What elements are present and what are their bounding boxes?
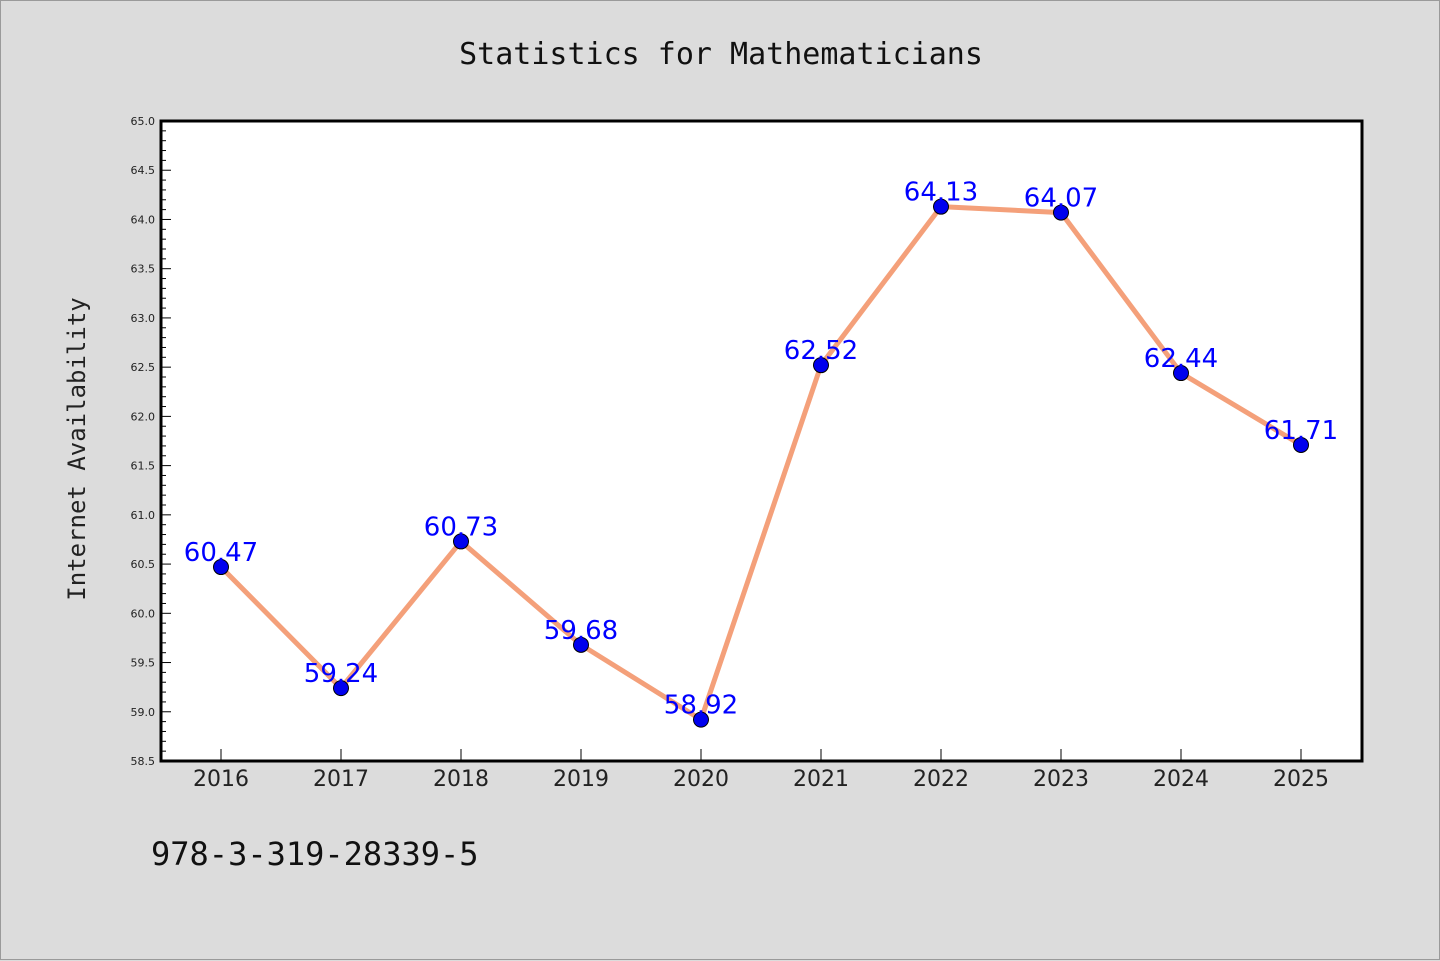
data-label: 61.71 xyxy=(1264,416,1338,446)
x-tick-label: 2025 xyxy=(1273,767,1329,792)
y-tick-label: 61.5 xyxy=(131,460,156,473)
data-label: 59.24 xyxy=(304,659,378,689)
data-point xyxy=(1293,436,1309,453)
series-layer: 60.47 59.24 60.73 59.68 58.92 62.52 64.13 64.07… xyxy=(184,178,1338,728)
x-tick-label: 2021 xyxy=(793,767,849,792)
data-point xyxy=(693,711,709,728)
y-tick-label: 63.0 xyxy=(131,312,156,325)
y-axis: 58.5 59.0 59.5 60.0 60.5 61.0 61.5 62.0 62.5 63.0… xyxy=(131,115,171,768)
data-label: 58.92 xyxy=(664,691,738,721)
data-label: 59.68 xyxy=(544,616,618,646)
y-tick-label: 59.0 xyxy=(131,706,156,719)
y-tick-label: 65.0 xyxy=(131,115,156,128)
data-point xyxy=(933,198,949,215)
x-axis: 2016 2017 2018 2019 2020 2021 2022 2023 2024 2025 xyxy=(193,749,1329,792)
y-tick-label: 62.5 xyxy=(131,361,156,374)
data-label: 64.13 xyxy=(904,178,978,208)
y-tick-label: 62.0 xyxy=(131,410,156,423)
x-tick-label: 2024 xyxy=(1153,767,1209,792)
y-tick-label: 59.5 xyxy=(131,657,156,670)
data-point xyxy=(453,533,469,550)
plot-frame xyxy=(159,119,1364,763)
data-point xyxy=(813,357,829,374)
y-tick-label: 58.5 xyxy=(131,755,156,768)
chart-title: Statistics for Mathematicians xyxy=(459,37,983,72)
y-tick-label: 60.0 xyxy=(131,607,156,620)
y-axis-label: Internet Availability xyxy=(63,297,91,600)
x-tick-label: 2022 xyxy=(913,767,969,792)
data-label: 60.47 xyxy=(184,538,258,568)
data-point xyxy=(1053,204,1069,221)
x-tick-label: 2023 xyxy=(1033,767,1089,792)
x-tick-label: 2018 xyxy=(433,767,489,792)
x-tick-label: 2016 xyxy=(193,767,249,792)
x-tick-label: 2019 xyxy=(553,767,609,792)
y-tick-label: 64.0 xyxy=(131,213,156,226)
data-label: 64.07 xyxy=(1024,184,1098,214)
y-tick-label: 61.0 xyxy=(131,509,156,522)
plot-area xyxy=(161,121,1362,761)
x-tick-label: 2017 xyxy=(313,767,369,792)
data-point xyxy=(213,559,229,576)
data-point xyxy=(573,636,589,653)
data-point xyxy=(333,680,349,697)
y-tick-label: 60.5 xyxy=(131,558,156,571)
data-label: 60.73 xyxy=(424,512,498,542)
series-line xyxy=(218,204,1304,723)
isbn-footer: 978-3-319-28339-5 xyxy=(151,835,479,873)
data-label: 62.44 xyxy=(1144,344,1218,374)
data-point xyxy=(1173,365,1189,382)
x-tick-label: 2020 xyxy=(673,767,729,792)
data-label: 62.52 xyxy=(784,336,858,366)
y-tick-label: 64.5 xyxy=(131,164,156,177)
y-tick-label: 63.5 xyxy=(131,263,156,276)
